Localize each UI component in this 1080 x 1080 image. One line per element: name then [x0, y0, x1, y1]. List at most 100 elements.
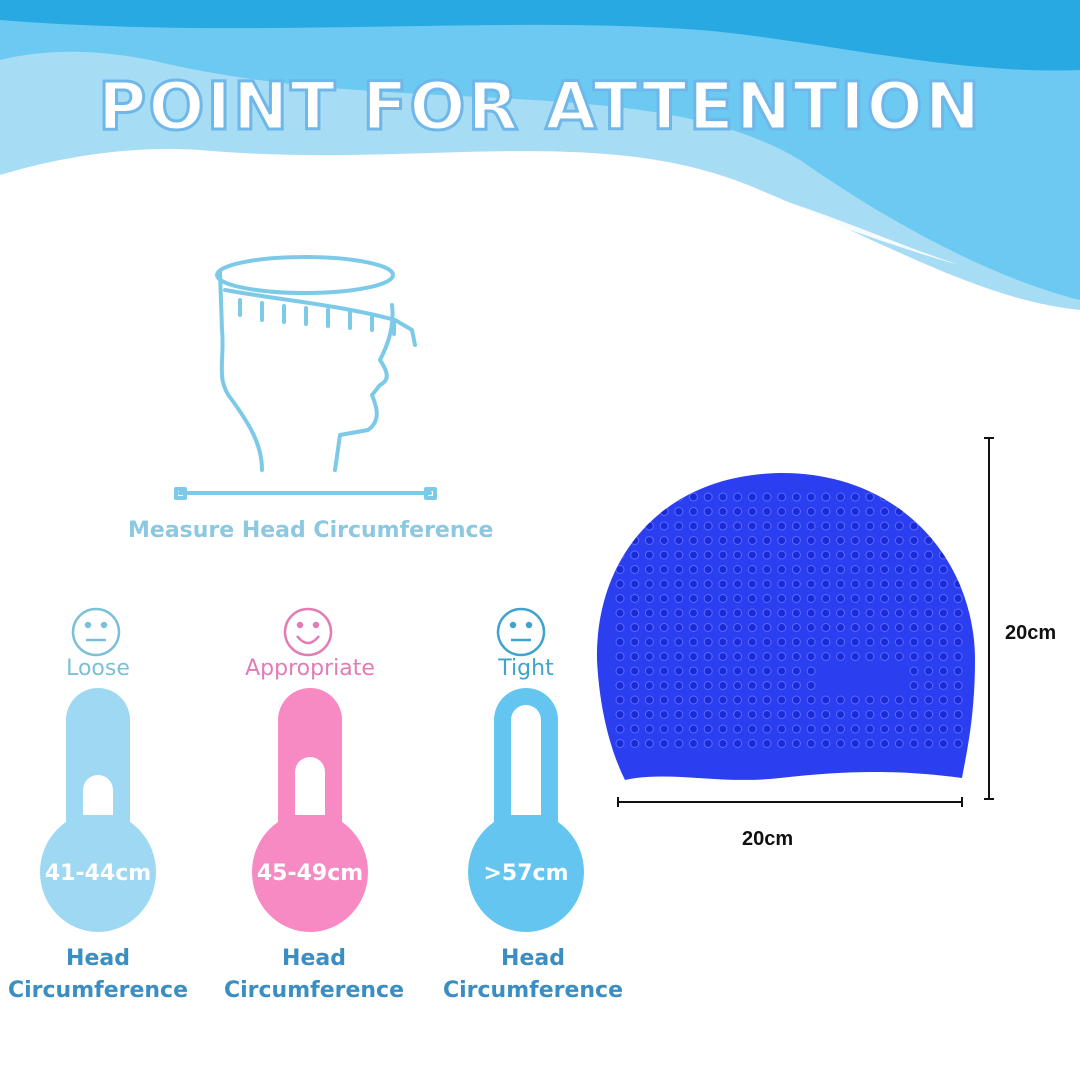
cap-dot: [747, 565, 757, 574]
cap-dot: [836, 710, 845, 719]
label-line2: Circumference: [442, 978, 624, 1003]
cap-dot: [880, 550, 890, 560]
cap-dot: [777, 623, 787, 632]
cap-dot: [659, 710, 669, 719]
cap-dot: [836, 521, 845, 531]
cap-dot: [938, 681, 948, 690]
neutral-face-icon: [496, 607, 546, 657]
cap-dot: [953, 666, 963, 676]
cap-dot: [689, 492, 698, 502]
cap-dot: [733, 695, 743, 705]
cap-dot: [777, 565, 787, 574]
cap-dot: [924, 739, 934, 748]
cap-dot: [791, 550, 801, 560]
cap-dot: [615, 637, 625, 647]
label-line2: Circumference: [223, 978, 405, 1003]
cap-dot: [880, 492, 890, 502]
cap-dot: [791, 536, 801, 545]
cap-dot: [953, 710, 963, 719]
cap-dot: [880, 594, 890, 603]
cap-dot: [806, 550, 816, 560]
cap-dot: [791, 710, 801, 719]
cap-dot: [718, 608, 728, 618]
cap-dot: [689, 594, 698, 603]
cap-dot: [836, 608, 845, 618]
cap-dot: [659, 681, 669, 690]
cap-dot: [630, 666, 640, 676]
cap-dot: [821, 536, 831, 545]
cap-dot: [747, 652, 757, 661]
thermometer-slot: [83, 775, 113, 815]
cap-dot: [924, 579, 934, 589]
level-appropriate: Appropriate: [245, 656, 375, 681]
cap-dot: [836, 637, 845, 647]
cap-dot: [659, 579, 669, 589]
cap-dot: [747, 695, 757, 705]
head-circumference-tight: Head Circumference: [428, 943, 638, 1007]
cap-dot: [674, 623, 684, 632]
cap-dot: [718, 507, 728, 516]
cap-dot: [747, 623, 757, 632]
cap-dot: [850, 507, 860, 516]
cap-dot: [644, 739, 654, 748]
cap-dot: [674, 666, 684, 676]
cap-dot: [880, 507, 890, 516]
cap-dot: [836, 652, 845, 661]
cap-dot: [821, 623, 831, 632]
thermometer-loose: [40, 607, 156, 932]
cap-dot: [644, 579, 654, 589]
cap-dot: [630, 579, 640, 589]
cap-dot: [689, 608, 698, 618]
cap-dot: [777, 579, 787, 589]
cap-dot: [821, 492, 831, 502]
face-eye: [84, 621, 92, 629]
cap-dot: [938, 536, 948, 545]
cap-dot: [674, 739, 684, 748]
wave-mid: [0, 0, 1080, 300]
cap-dot: [777, 521, 787, 531]
cap-dot: [909, 608, 919, 618]
cap-dot: [762, 507, 772, 516]
cap-dot: [880, 623, 890, 632]
cap-dot: [644, 608, 654, 618]
cap-dot: [747, 666, 757, 676]
cap-dot: [674, 710, 684, 719]
cap-dot: [924, 536, 934, 545]
cap-dot: [615, 666, 625, 676]
cap-dot: [747, 724, 757, 734]
cap-dot: [659, 565, 669, 574]
cap-dot: [894, 492, 904, 502]
cap-dot: [938, 623, 948, 632]
cap-dot: [703, 579, 713, 589]
cap-dot: [909, 695, 919, 705]
cap-dot: [909, 594, 919, 603]
label-line1: Head: [66, 946, 130, 971]
cap-dot: [689, 507, 698, 516]
cap-dot: [806, 507, 816, 516]
cap-dot: [630, 681, 640, 690]
wave-dark: [0, 0, 1080, 71]
cap-dot: [850, 521, 860, 531]
cap-dot: [674, 695, 684, 705]
cap-dot: [850, 739, 860, 748]
cap-dot: [880, 695, 890, 705]
cap-dot: [953, 652, 963, 661]
cap-dot: [747, 637, 757, 647]
cap-dot: [615, 536, 625, 545]
cap-dot: [836, 579, 845, 589]
head-circumference-appropriate: Head Circumference: [209, 943, 419, 1007]
cap-dot: [894, 724, 904, 734]
face-eye: [312, 621, 320, 629]
cap-dot: [630, 594, 640, 603]
cap-dot: [644, 550, 654, 560]
cap-dot: [718, 666, 728, 676]
cap-dot: [777, 507, 787, 516]
cap-dot: [674, 652, 684, 661]
cap-dot: [747, 550, 757, 560]
cap-dot: [630, 608, 640, 618]
cap-dot: [615, 739, 625, 748]
cap-dot: [880, 637, 890, 647]
cap-dot: [894, 739, 904, 748]
cap-dot: [791, 652, 801, 661]
cap-dot: [703, 724, 713, 734]
